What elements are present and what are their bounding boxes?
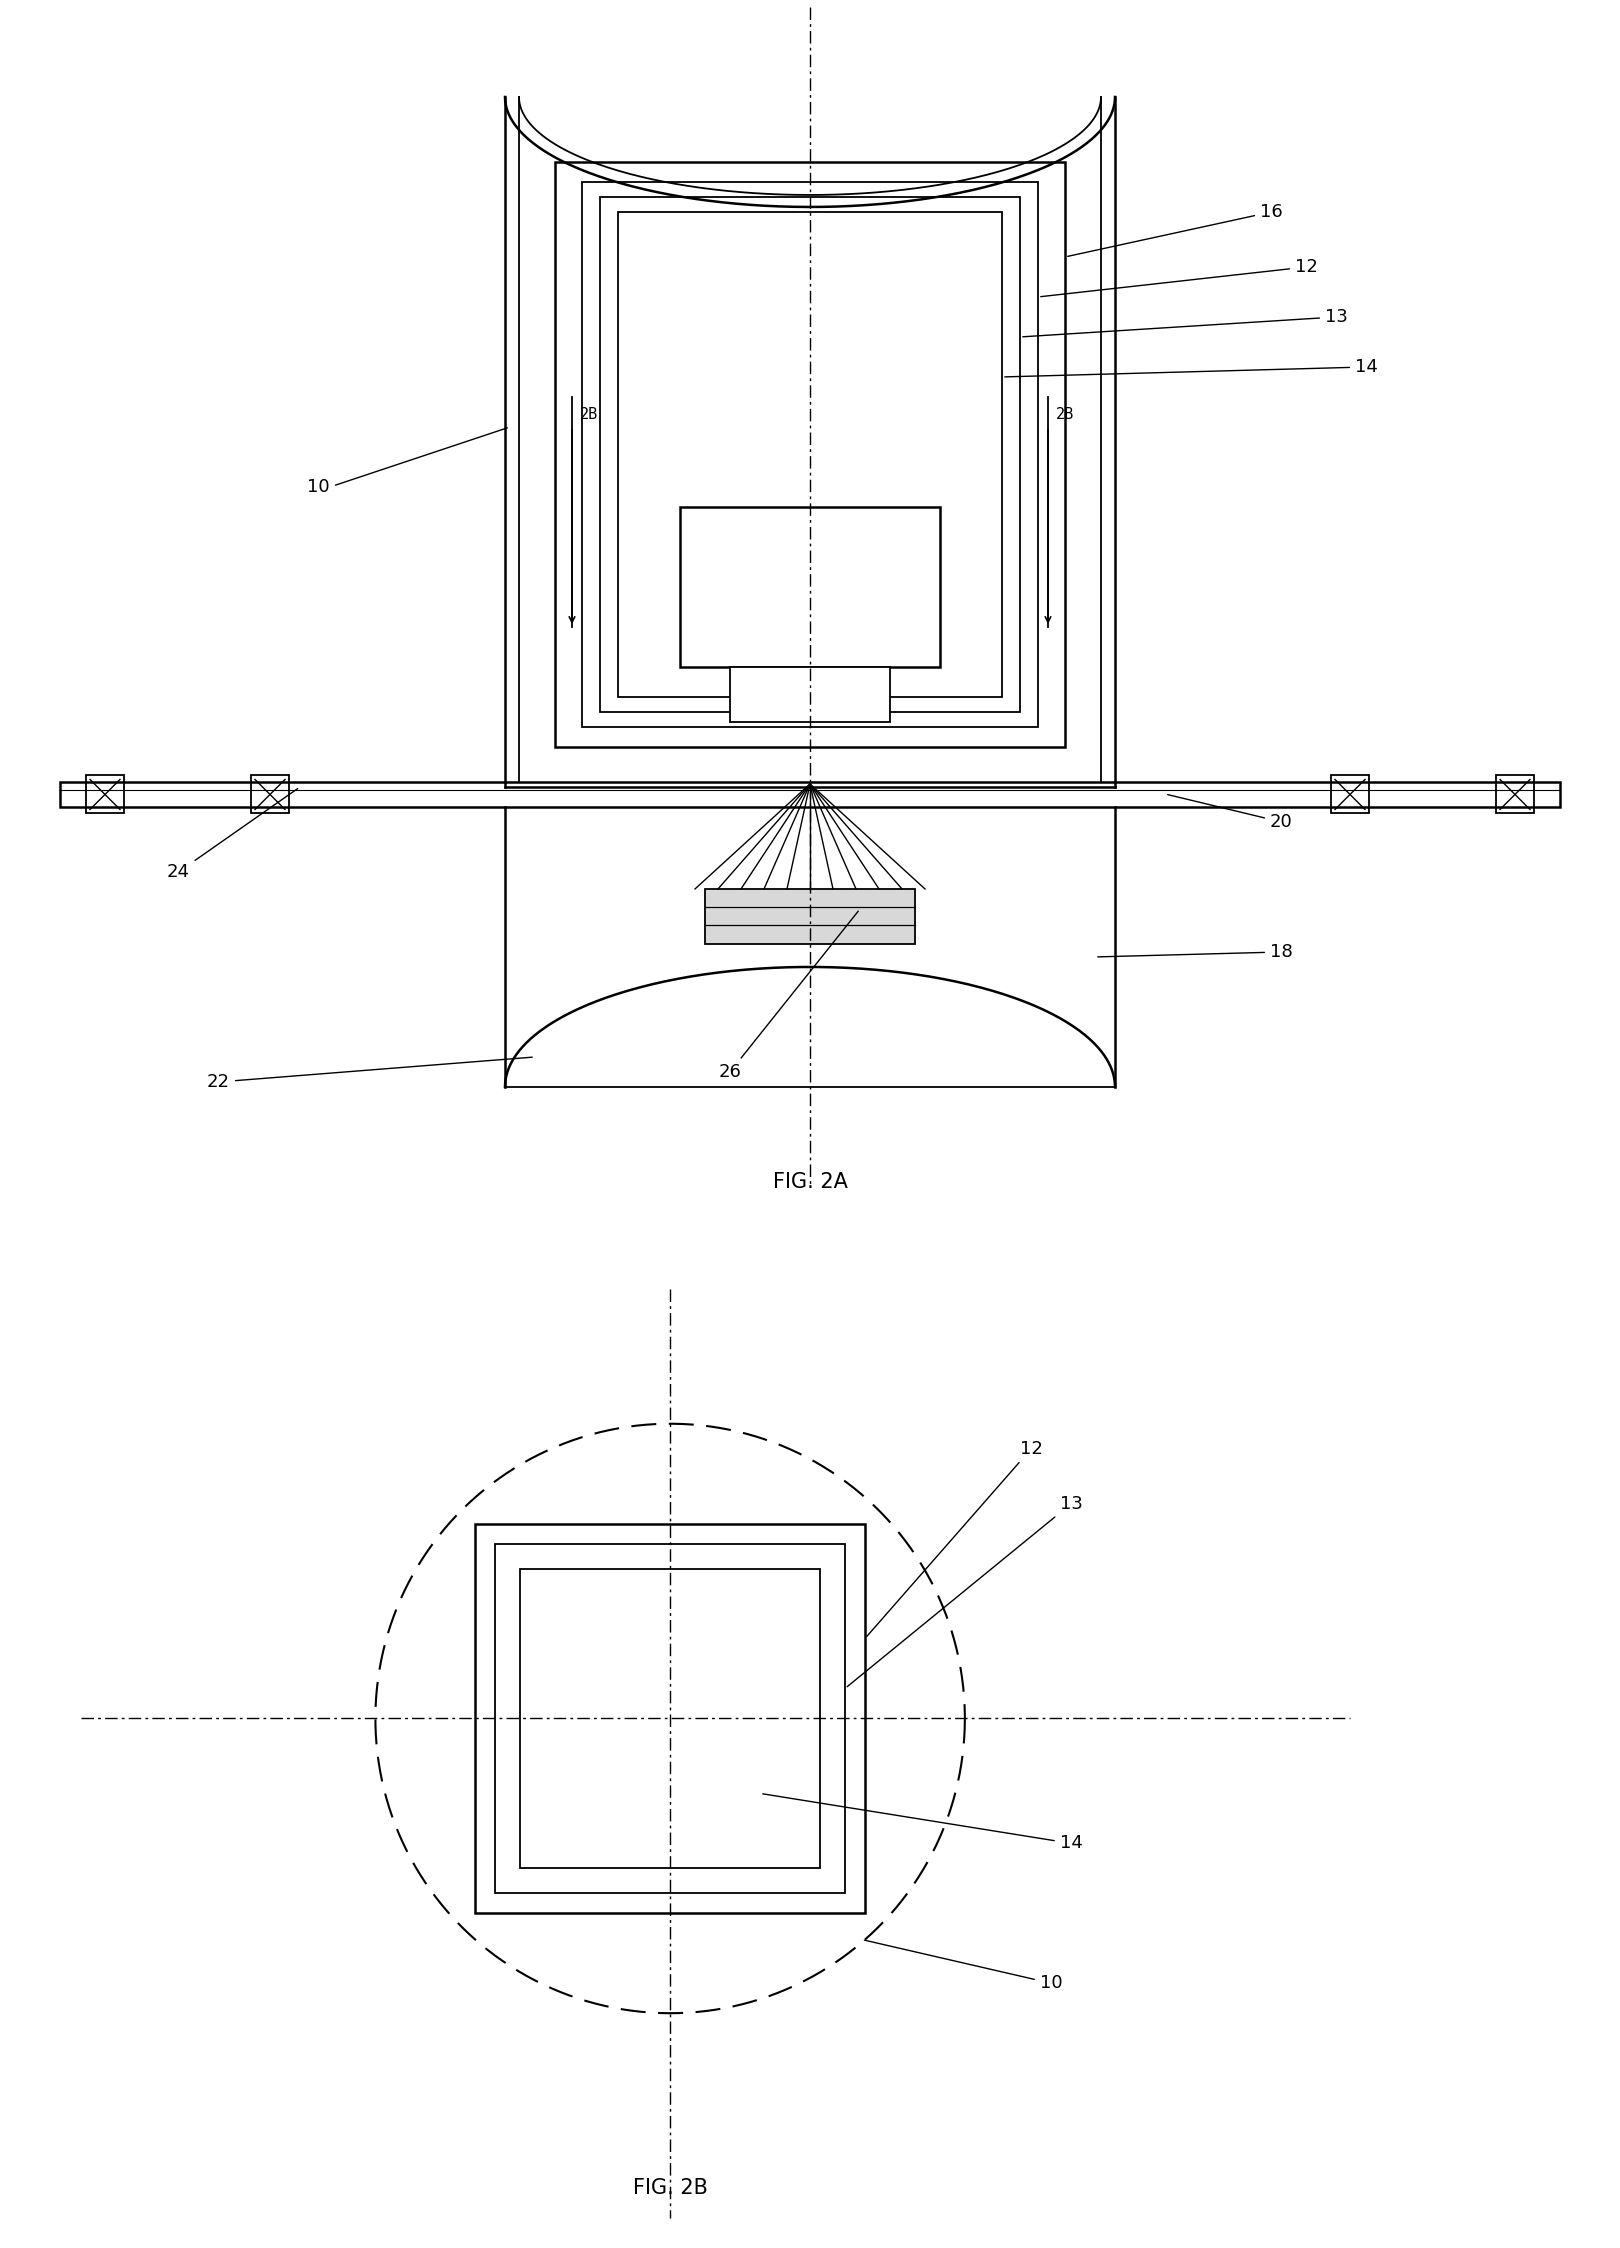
Bar	[86, 776, 125, 814]
Bar	[599, 198, 1021, 713]
Bar	[60, 782, 1560, 807]
Text: 20: 20	[1168, 794, 1293, 832]
Text: 16: 16	[1068, 202, 1283, 256]
Bar	[582, 182, 1038, 726]
Text: 12: 12	[867, 1439, 1043, 1637]
Text: 26: 26	[719, 910, 859, 1081]
Bar	[1332, 776, 1369, 814]
Text: 24: 24	[167, 789, 298, 881]
Text: 2B: 2B	[580, 407, 598, 423]
Text: 12: 12	[1040, 259, 1319, 297]
Text: 13: 13	[1022, 308, 1348, 337]
Bar	[556, 162, 1064, 746]
Bar	[475, 1524, 865, 1913]
Bar	[731, 668, 889, 722]
Bar	[680, 508, 940, 668]
Bar	[617, 211, 1003, 697]
Text: 10: 10	[865, 1940, 1063, 1992]
Bar	[1495, 776, 1534, 814]
Text: FIG. 2A: FIG. 2A	[773, 1171, 847, 1191]
Text: 18: 18	[1098, 942, 1293, 960]
Text: 14: 14	[1004, 357, 1379, 378]
Text: 22: 22	[207, 1057, 533, 1090]
Bar	[496, 1544, 846, 1893]
Bar	[705, 888, 915, 944]
Text: 13: 13	[847, 1495, 1082, 1686]
Text: 2B: 2B	[1056, 407, 1074, 423]
Text: 10: 10	[308, 427, 507, 497]
Text: FIG. 2B: FIG. 2B	[633, 2178, 708, 2199]
Bar	[251, 776, 288, 814]
Bar	[520, 1569, 820, 1868]
Text: 14: 14	[763, 1794, 1082, 1852]
